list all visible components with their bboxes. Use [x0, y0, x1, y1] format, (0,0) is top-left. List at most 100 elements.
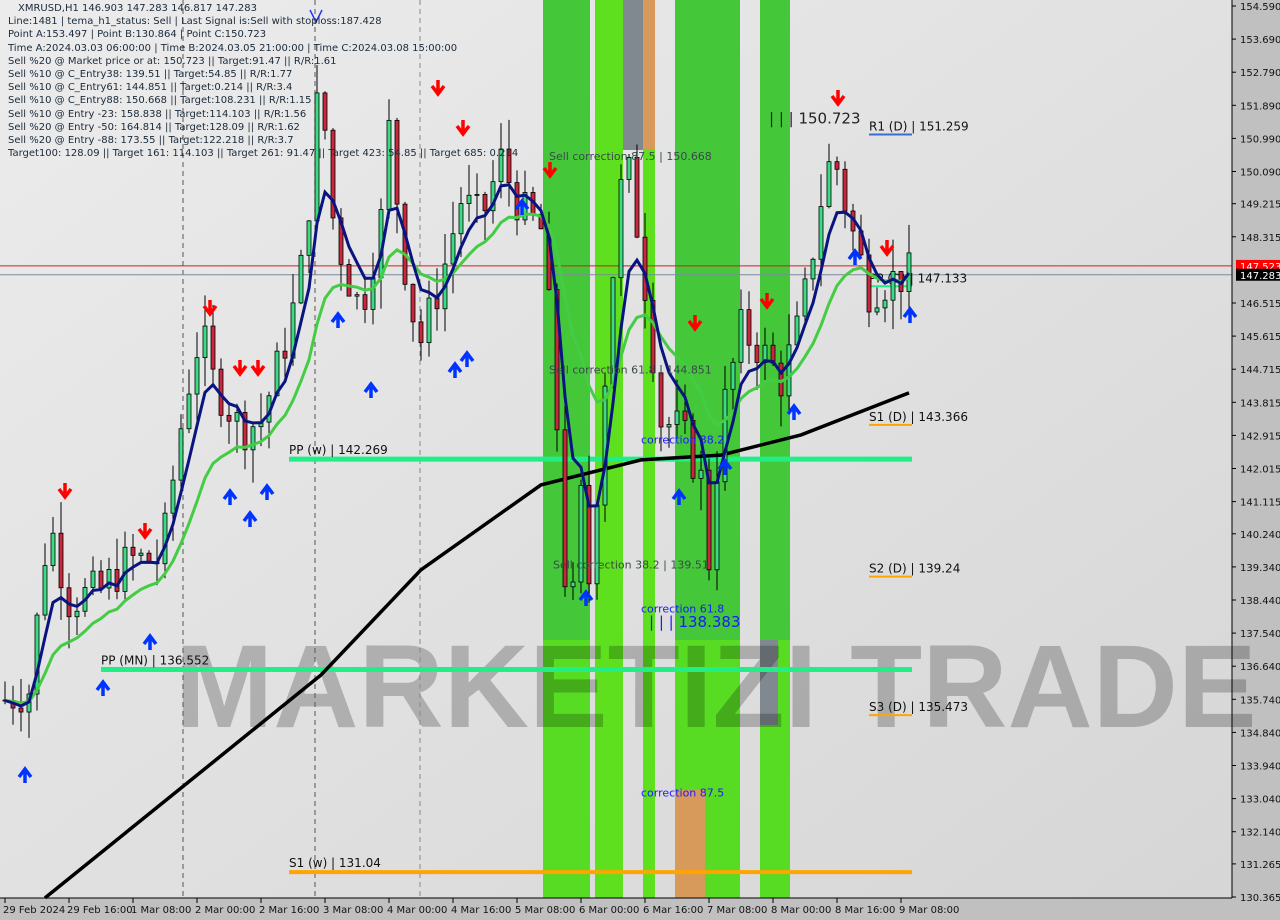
candle-body	[74, 610, 80, 618]
ma-long-layer	[43, 391, 910, 900]
chart-annotation: Sell correction 38.2 | 139.51	[553, 558, 709, 571]
x-tick-label: 9 Mar 08:00	[899, 905, 959, 916]
candle-body	[42, 565, 48, 616]
level-label: S2 (D) | 139.24	[869, 562, 960, 576]
y-tick-label: 144.715	[1240, 365, 1280, 376]
x-tick-label: 3 Mar 08:00	[323, 905, 383, 916]
candle-body	[562, 429, 568, 588]
candle-body	[818, 206, 824, 260]
zone-gray-bottom	[760, 640, 778, 725]
candle-body	[658, 372, 664, 428]
x-tick-label: 8 Mar 00:00	[771, 905, 831, 916]
candle-body	[122, 546, 128, 592]
candle-body	[106, 569, 112, 589]
candle-body	[706, 469, 712, 571]
y-tick-label: 148.315	[1240, 233, 1280, 244]
sell-arrow-icon	[455, 120, 471, 137]
chart-annotation: | | | 150.723	[769, 109, 861, 127]
candle-body	[450, 233, 456, 265]
x-tick-label: 4 Mar 16:00	[451, 905, 511, 916]
candle-body	[874, 307, 880, 313]
y-tick-label: 151.890	[1240, 101, 1280, 112]
y-tick-label: 138.440	[1240, 596, 1280, 607]
candle-body	[138, 552, 144, 556]
chart-annotation: correction 38.2	[641, 433, 724, 446]
ma-slow-line	[4, 212, 910, 705]
signals-layer	[17, 9, 918, 783]
x-tick-label: 5 Mar 08:00	[515, 905, 575, 916]
sell-arrow-icon	[759, 293, 775, 310]
info-line: Sell %20 @ Entry -50: 164.814 || Target:…	[8, 121, 300, 133]
y-tick-label: 131.265	[1240, 860, 1280, 871]
y-tick-label: 135.740	[1240, 695, 1280, 706]
candle-body	[738, 309, 744, 363]
candle-body	[114, 569, 120, 592]
candle-body	[354, 294, 360, 297]
price-tag-label: 147.283	[1240, 271, 1280, 282]
y-tick-label: 143.815	[1240, 398, 1280, 409]
buy-arrow-icon	[259, 483, 275, 500]
x-tick-label: 1 Mar 08:00	[131, 905, 191, 916]
candle-body	[626, 157, 632, 180]
y-tick-label: 140.240	[1240, 530, 1280, 541]
watermark-logo: MARKETIZI TRADE	[175, 621, 1257, 753]
candle-body	[330, 129, 336, 219]
candle-body	[186, 393, 192, 430]
level-label: S1 (w) | 131.04	[289, 856, 381, 870]
candle-body	[722, 388, 728, 483]
candle-body	[786, 344, 792, 397]
y-tick-label: 152.790	[1240, 68, 1280, 79]
y-tick-label: 134.840	[1240, 728, 1280, 739]
buy-arrow-icon	[363, 381, 379, 398]
x-tick-label: 6 Mar 00:00	[579, 905, 639, 916]
y-tick-label: 149.215	[1240, 200, 1280, 211]
sell-arrow-icon	[137, 523, 153, 540]
candle-body	[714, 481, 720, 571]
candle-body	[146, 552, 152, 563]
info-line: Sell %20 @ Market price or at: 150.723 |…	[8, 55, 337, 67]
candle-body	[682, 410, 688, 421]
candle-body	[370, 277, 376, 310]
candle-body	[594, 504, 600, 585]
info-line: Time A:2024.03.03 06:00:00 | Time B:2024…	[8, 42, 458, 54]
sell-arrow-icon	[57, 483, 73, 500]
price-tag-label: 147.523	[1240, 262, 1280, 273]
buy-arrow-icon	[717, 458, 733, 475]
y-tick-label: 133.940	[1240, 762, 1280, 773]
candle-body	[570, 581, 576, 588]
zone-gray-top	[623, 0, 643, 150]
x-tick-label: 6 Mar 16:00	[643, 905, 703, 916]
candle-body	[826, 161, 832, 207]
info-line: Sell %10 @ C_Entry61: 144.851 || Target:…	[8, 82, 293, 94]
candle-body	[18, 707, 24, 713]
zone-orange-top	[643, 0, 655, 150]
candle-body	[666, 424, 672, 428]
info-line: Sell %20 @ Entry -88: 173.55 || Target:1…	[8, 134, 294, 146]
level-label: PP (MN) | 136.552	[101, 653, 209, 667]
session-lines	[0, 0, 1232, 898]
candle-body	[210, 325, 216, 370]
buy-arrow-icon	[671, 488, 687, 505]
candle-body	[434, 297, 440, 310]
signal-zone-lower	[543, 640, 590, 898]
buy-arrow-icon	[17, 766, 33, 783]
sell-arrow-icon	[687, 315, 703, 332]
level-label: PP (w) | 142.269	[289, 443, 388, 457]
buy-arrow-icon	[242, 510, 258, 527]
candle-body	[802, 278, 808, 317]
candle-body	[194, 357, 200, 395]
x-axis: 29 Feb 2024 29 Feb 16:001 Mar 08:00 2 Mar …	[3, 898, 959, 916]
candle-body	[514, 182, 520, 221]
x-tick-label: 8 Mar 16:00	[835, 905, 895, 916]
sell-arrow-icon	[232, 360, 248, 377]
candle-body	[298, 254, 304, 304]
info-line: Sell %10 @ C_Entry38: 139.51 || Target:5…	[8, 68, 293, 80]
candle-body	[586, 484, 592, 585]
info-panel: XMRUSD,H1 146.903 147.283 146.817 147.28…	[8, 2, 518, 160]
candle-body	[178, 428, 184, 481]
buy-arrow-icon	[847, 248, 863, 265]
x-tick-label: 2 Mar 00:00	[195, 905, 255, 916]
candle-body	[578, 484, 584, 583]
level-label: S1 (D) | 143.366	[869, 410, 968, 424]
